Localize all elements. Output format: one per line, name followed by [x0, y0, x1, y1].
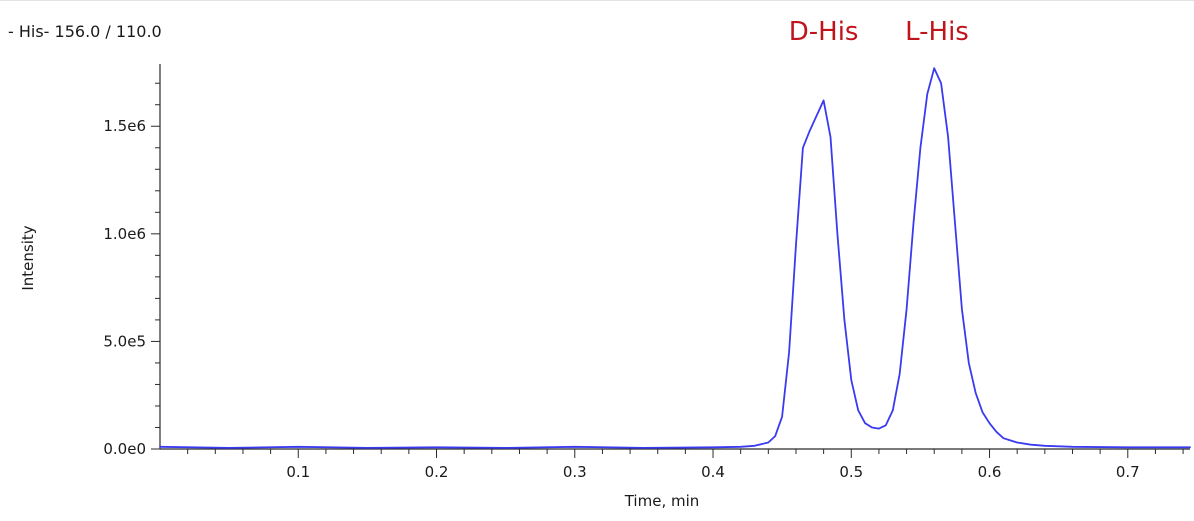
ticks: 0.0e0 5.0e5 1.0e6 1.5e6 0.1 0.2 0.3 0.4 0.5 0.6 0.… — [103, 82, 1184, 481]
annotations: D-His L-His — [789, 17, 969, 47]
y-tick-label: 0.0e0 — [103, 440, 146, 458]
x-tick-label: 0.3 — [563, 463, 587, 481]
axes — [159, 64, 1190, 450]
peak-label: D-His — [789, 17, 859, 47]
top-rule — [0, 0, 1194, 1]
chart-title: - His- 156.0 / 110.0 — [8, 22, 162, 41]
series-layer — [159, 67, 1191, 449]
x-tick-label: 0.7 — [1116, 463, 1140, 481]
x-tick-label: 0.1 — [286, 463, 310, 481]
y-axis-label: Intensity — [19, 225, 37, 290]
x-tick-label: 0.2 — [425, 463, 449, 481]
x-axis-label: Time, min — [624, 492, 700, 510]
peak-label: L-His — [905, 17, 969, 47]
y-tick-label: 1.0e6 — [103, 225, 146, 243]
x-tick-label: 0.6 — [978, 463, 1002, 481]
x-tick-label: 0.4 — [701, 463, 725, 481]
y-tick-label: 5.0e5 — [103, 332, 146, 350]
x-tick-label: 0.5 — [839, 463, 863, 481]
y-tick-label: 1.5e6 — [103, 117, 146, 135]
intensity-series-line — [159, 67, 1191, 449]
